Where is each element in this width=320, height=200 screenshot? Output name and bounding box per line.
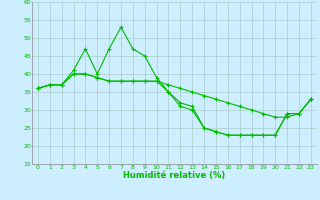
- X-axis label: Humidité relative (%): Humidité relative (%): [123, 171, 226, 180]
